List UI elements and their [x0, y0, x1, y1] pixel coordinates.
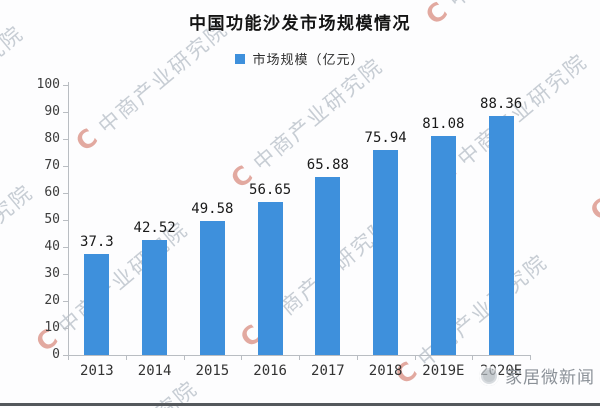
y-tick-label: 20: [44, 293, 60, 308]
bar-2020E: [488, 116, 514, 355]
legend: 市场规模（亿元）: [0, 49, 600, 68]
bar-2018: [373, 149, 399, 355]
y-tick-mark: [63, 300, 68, 302]
bar-value-label-2014: 42.52: [133, 220, 176, 237]
bar-2016: [257, 202, 283, 355]
x-tick-label-2013: 2013: [80, 363, 114, 379]
bar-value-label-2018: 75.94: [364, 129, 407, 146]
bar-2015: [199, 221, 225, 355]
footer-watermark: 家居微新闻: [479, 363, 595, 388]
bar-value-label-2017: 65.88: [306, 157, 349, 174]
y-tick-mark: [63, 246, 68, 248]
chart-title: 中国功能沙发市场规模情况: [189, 14, 411, 33]
footer-watermark-text: 家居微新闻: [505, 368, 595, 387]
bar-value-label-2019E: 81.08: [422, 116, 465, 133]
bar-value-label-2013: 37.3: [80, 234, 114, 251]
bar-2014: [142, 240, 168, 355]
bar-2019E: [430, 136, 456, 355]
y-tick-label: 40: [44, 239, 60, 254]
x-tick-mark: [356, 355, 358, 360]
legend-label: 市场规模（亿元）: [252, 52, 365, 67]
x-tick-mark: [125, 355, 127, 360]
y-tick-label: 10: [44, 320, 60, 335]
x-tick-label-2019E: 2019E: [422, 363, 465, 379]
y-tick-label: 80: [44, 131, 60, 146]
y-tick-mark: [63, 273, 68, 275]
x-tick-label-2014: 2014: [137, 363, 172, 379]
y-tick-label: 90: [44, 104, 60, 119]
bar-value-label-2015: 49.58: [191, 201, 234, 218]
x-tick-mark: [241, 355, 243, 360]
y-tick-label: 60: [44, 185, 60, 200]
x-tick-label-2017: 2017: [311, 363, 345, 379]
x-tick-mark: [183, 355, 185, 360]
x-tick-mark: [472, 355, 474, 360]
y-tick-mark: [63, 84, 68, 86]
y-tick-mark: [63, 111, 68, 113]
x-tick-mark: [299, 355, 300, 360]
y-tick-mark: [63, 354, 68, 356]
x-tick-mark: [414, 355, 416, 360]
footer-logo-icon: [479, 365, 499, 386]
x-tick-mark: [530, 355, 531, 360]
x-tick-label-2018: 2018: [368, 363, 403, 379]
bar-value-label-2020E: 88.36: [480, 96, 523, 113]
legend-swatch: [235, 53, 246, 64]
y-tick-label: 0: [52, 347, 60, 362]
bar-2017: [315, 177, 341, 355]
y-tick-mark: [63, 192, 68, 194]
bottom-divider: [0, 403, 600, 406]
y-tick-label: 50: [44, 212, 60, 227]
y-tick-mark: [63, 219, 68, 221]
bar-value-label-2016: 56.65: [249, 182, 292, 199]
y-tick-label: 30: [44, 266, 60, 281]
y-axis-line: [68, 82, 69, 356]
x-tick-mark: [68, 355, 69, 360]
y-tick-label: 100: [36, 77, 60, 92]
x-tick-label-2015: 2015: [195, 363, 230, 379]
bar-2013: [84, 254, 110, 355]
y-tick-label: 70: [44, 158, 60, 173]
y-tick-mark: [63, 327, 68, 329]
x-tick-label-2016: 2016: [253, 363, 287, 379]
y-tick-mark: [63, 165, 68, 167]
y-tick-mark: [63, 138, 68, 140]
